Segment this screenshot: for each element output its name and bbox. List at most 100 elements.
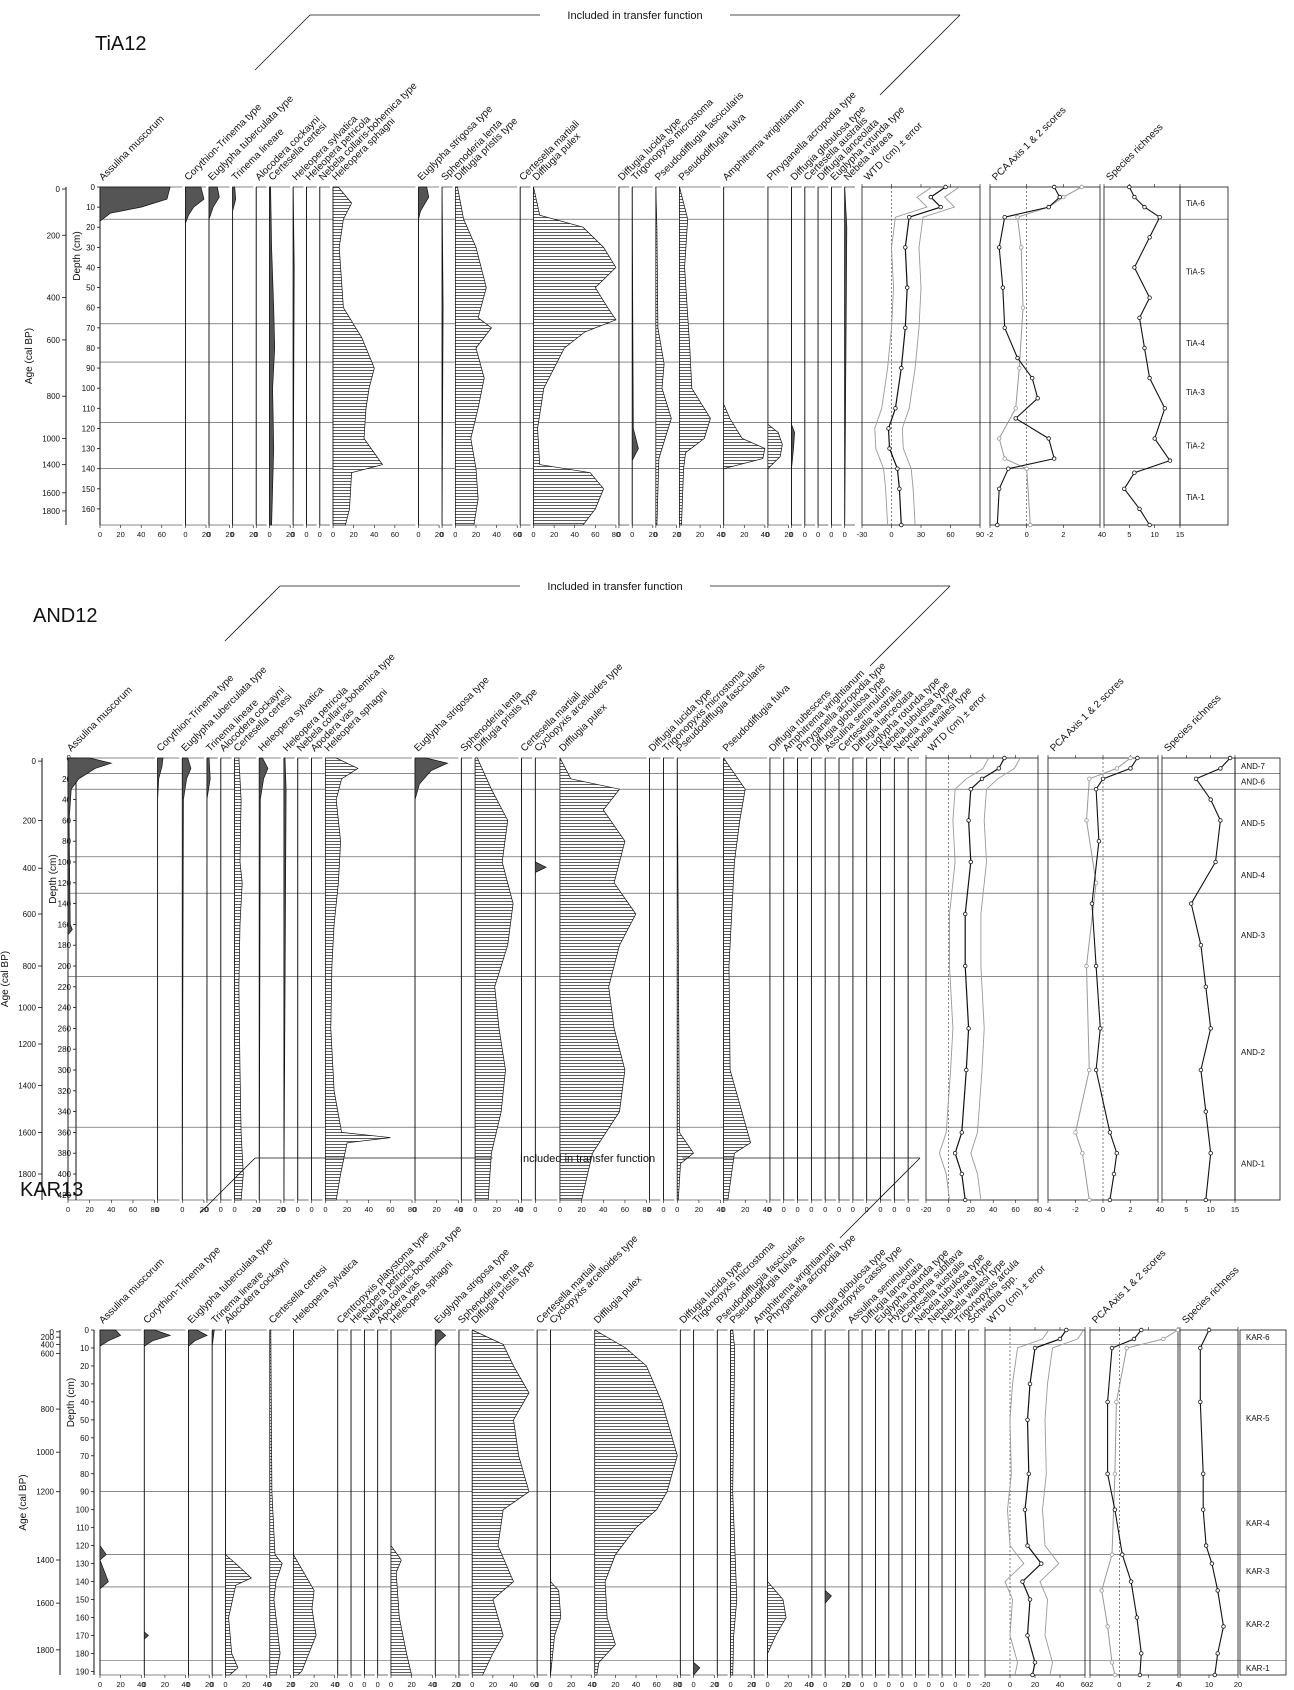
wtd-reconstruction-point (928, 194, 933, 200)
taxon-tick-label: 20 (672, 530, 680, 539)
abundance-curve (767, 1329, 787, 1676)
depth-tick-label: 100 (58, 858, 72, 867)
pca-axis1-line-point (1135, 755, 1140, 761)
wtd-panel-tick-label: 0 (1008, 1680, 1012, 1689)
taxon-tick-label: 40 (365, 1205, 373, 1214)
taxon-tick-label: 0 (376, 1680, 380, 1689)
taxon-tick-label: 0 (678, 1680, 682, 1689)
taxon-tick-label: 80 (150, 1205, 158, 1214)
richness-line (1123, 186, 1171, 526)
taxon-tick-label: 20 (349, 530, 357, 539)
wtd-reconstruction-point (952, 1150, 958, 1156)
wtd-panel-tick-label: 0 (946, 1205, 950, 1214)
taxon-tick-label: 0 (795, 1205, 799, 1214)
taxon-tick-label: 60 (513, 530, 521, 539)
taxon-tick-label: 20 (710, 1680, 718, 1689)
pca-axis2-line-point (1112, 1471, 1118, 1476)
wtd-error-low (938, 757, 990, 1201)
abundance-curve (418, 186, 430, 526)
richness-line (1199, 1329, 1225, 1676)
zone-label: AND-3 (1241, 931, 1266, 940)
depth-tick-label: 110 (76, 1524, 89, 1533)
banner-line-diag-left (254, 14, 311, 71)
taxon-tick-label: 0 (296, 1205, 300, 1214)
wtd-reconstruction-point (979, 776, 985, 781)
pca-axis2-line-point (1175, 1327, 1181, 1333)
richness-line-point (1137, 506, 1142, 512)
pca-axis2-line-point (1114, 1399, 1119, 1405)
taxon-tick-label: 0 (318, 530, 322, 539)
wtd-reconstruction-point (968, 787, 973, 792)
pca-panel: -2 0 2 4 PCA Axis 1 & 2 scores (1087, 1248, 1181, 1689)
taxon-tick-label: 0 (142, 1680, 146, 1689)
pca-axis1-line-point (1107, 1197, 1113, 1203)
age-tick-label: 200 (47, 231, 61, 240)
richness-line-point (1215, 1588, 1220, 1593)
depth-tick-label: 60 (86, 304, 95, 313)
taxon-tick-label: 20 (577, 1205, 585, 1214)
wtd-reconstruction-point (964, 1067, 969, 1073)
taxon-tick-label: 20 (493, 1205, 501, 1214)
taxon-tick-label: 0 (282, 1205, 286, 1214)
depth-tick-label: 80 (86, 344, 95, 353)
depth-axis-label: Depth (cm) (72, 231, 83, 280)
depth-tick-label: 140 (58, 900, 72, 909)
wtd-reconstruction-point (966, 818, 971, 823)
taxon-tick-label: 0 (518, 530, 522, 539)
taxon-tick-label: 40 (331, 1680, 339, 1689)
pca-axis1-line-point (1105, 1471, 1110, 1476)
taxon-tick-label: 0 (766, 530, 770, 539)
depth-tick-label: 150 (76, 1596, 90, 1605)
zone-strip (1179, 186, 1229, 526)
taxon-label: Certesella martiali (518, 119, 582, 183)
taxon-tick-label: 80 (673, 1680, 681, 1689)
depth-tick-label: 20 (62, 775, 71, 784)
wtd-reconstruction-point (1030, 1672, 1035, 1678)
age-tick-label: 600 (47, 336, 61, 345)
richness-line-point (1152, 436, 1157, 441)
pca-panel: -4 -2 0 2 4 PCA Axis 1 & 2 scores (1045, 676, 1160, 1214)
abundance-curve (67, 757, 113, 1200)
age-tick-label: 1600 (42, 489, 60, 498)
richness-panel-label: Species richness (1180, 1265, 1241, 1326)
pca-axis1-line-point (1046, 436, 1051, 441)
zone-label: AND-7 (1241, 762, 1266, 771)
pca-axis2-line-point (1002, 456, 1007, 461)
abundance-curve (208, 186, 220, 526)
taxon-tick-label: 0 (207, 530, 211, 539)
taxon-tick-label: 20 (407, 1680, 415, 1689)
taxon-tick-label: 20 (611, 1680, 619, 1689)
richness-line-point (1208, 797, 1213, 802)
taxon-tick-label: 20 (286, 1680, 294, 1689)
age-tick-label: 1000 (42, 434, 60, 443)
taxon-tick-label: 0 (654, 530, 658, 539)
richness-line-point (1198, 1067, 1204, 1073)
abundance-curve (676, 757, 694, 1201)
wtd-panel-tick-label: 0 (889, 530, 893, 539)
taxon-tick-label: 0 (953, 1680, 957, 1689)
wtd-reconstruction-point (996, 766, 1001, 771)
wtd-reconstruction-point (1032, 1345, 1038, 1351)
pca-axis2-line-point (1087, 776, 1092, 781)
wtd-reconstruction-point (1025, 1417, 1030, 1422)
taxon-tick-label: 0 (752, 1680, 756, 1689)
wtd-reconstruction-point (963, 911, 968, 917)
wtd-reconstruction-point (895, 466, 900, 471)
abundance-curve (550, 1329, 562, 1676)
wtd-reconstruction-point (963, 963, 968, 969)
richness-line-point (1142, 345, 1147, 351)
taxon-tick-label: 40 (763, 1205, 771, 1214)
taxon-tick-label: 0 (309, 1205, 313, 1214)
taxon-tick-label: 40 (509, 1680, 517, 1689)
wtd-reconstruction-point (887, 446, 892, 451)
pca-axis2-line-point (1061, 194, 1066, 200)
age-tick-label: 200 (23, 816, 37, 825)
age-axis-label: Age (cal BP) (0, 951, 11, 1007)
pca-axis1-line-point (1107, 1130, 1113, 1135)
taxon-tick-label: 20 (842, 1680, 850, 1689)
abundance-curve (181, 757, 192, 1201)
